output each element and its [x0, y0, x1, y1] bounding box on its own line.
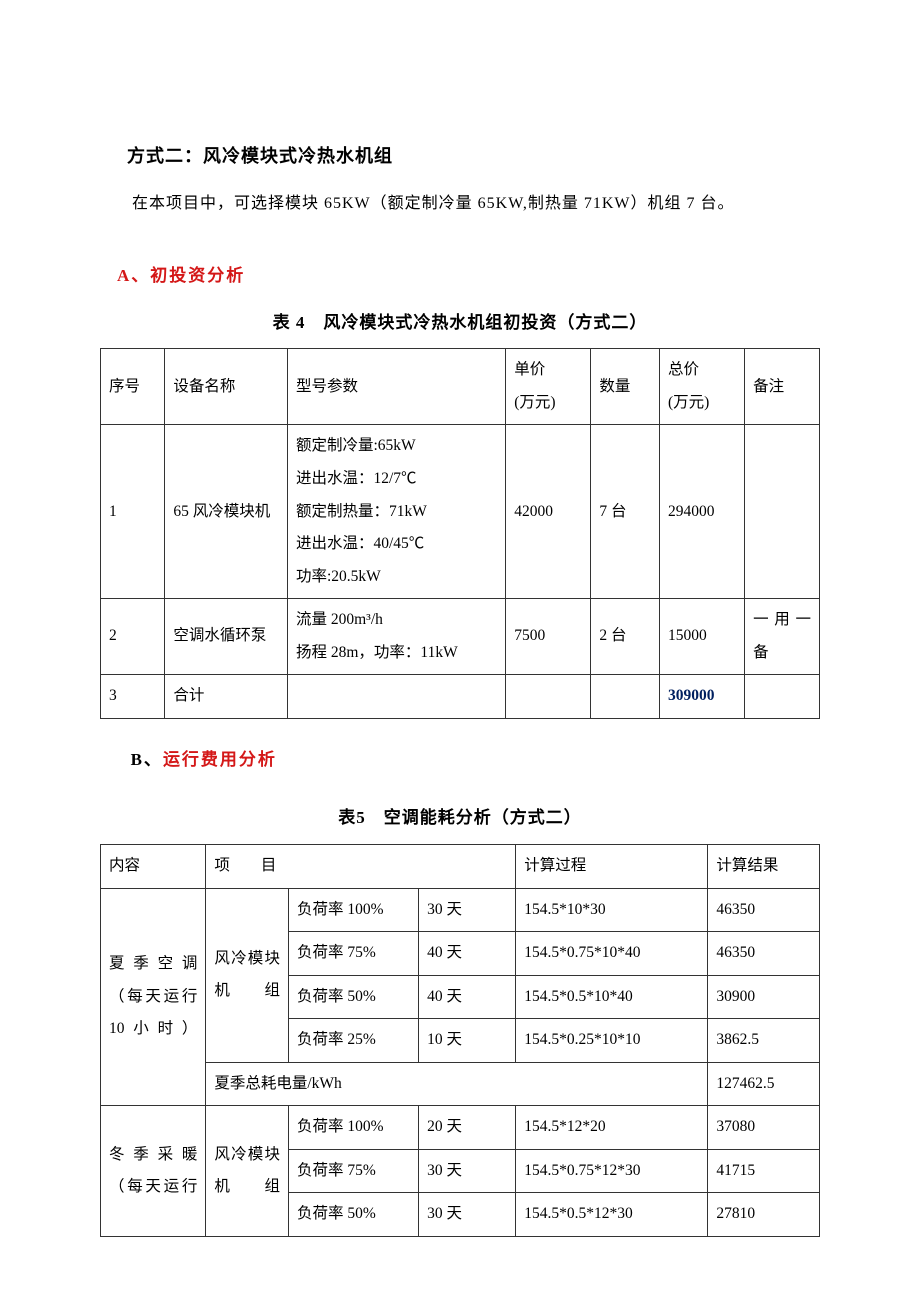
- section-a-text: 初投资分析: [150, 266, 245, 285]
- table-row: 1 65 风冷模块机 额定制冷量:65kW 进出水温：12/7℃ 额定制热量：7…: [101, 425, 820, 599]
- cell-days: 20 天: [419, 1106, 516, 1150]
- cell-process: 154.5*12*20: [516, 1106, 708, 1150]
- intro-paragraph: 在本项目中，可选择模块 65KW（额定制冷量 65KW,制热量 71KW）机组 …: [100, 190, 820, 219]
- cell-result: 3862.5: [708, 1019, 820, 1063]
- cell-days: 30 天: [419, 888, 516, 932]
- summer-label: 夏季空调（每天运行 10小时）: [101, 888, 206, 1106]
- cell-days: 10 天: [419, 1019, 516, 1063]
- cell-days: 40 天: [419, 975, 516, 1019]
- cell-days: 30 天: [419, 1149, 516, 1193]
- cell-process: 154.5*0.5*10*40: [516, 975, 708, 1019]
- cell-result: 41715: [708, 1149, 820, 1193]
- table5-h-item: 项 目: [206, 845, 516, 889]
- table4: 序号 设备名称 型号参数 单价 (万元) 数量 总价 (万元) 备注 1 65 …: [100, 348, 820, 718]
- cell-result: 30900: [708, 975, 820, 1019]
- cell-total: 294000: [659, 425, 744, 599]
- cell-load: 负荷率 75%: [289, 1149, 419, 1193]
- cell-load: 负荷率 25%: [289, 1019, 419, 1063]
- table4-h-name: 设备名称: [165, 349, 288, 425]
- table-row: 夏季总耗电量/kWh 127462.5: [101, 1062, 820, 1106]
- cell-name: 合计: [165, 675, 288, 719]
- cell-total: 15000: [659, 599, 744, 675]
- cell-model: 额定制冷量:65kW 进出水温：12/7℃ 额定制热量：71kW 进出水温：40…: [288, 425, 506, 599]
- section-a-letter: A、: [117, 266, 150, 285]
- table4-h-total: 总价 (万元): [659, 349, 744, 425]
- cell-load: 负荷率 100%: [289, 1106, 419, 1150]
- winter-label: 冬季采暖（每天运行: [101, 1106, 206, 1237]
- cell-price: [506, 675, 591, 719]
- cell-load: 负荷率 50%: [289, 975, 419, 1019]
- cell-result: 27810: [708, 1193, 820, 1237]
- cell-process: 154.5*0.75*12*30: [516, 1149, 708, 1193]
- cell-name: 65 风冷模块机: [165, 425, 288, 599]
- cell-total: 309000: [659, 675, 744, 719]
- cell-load: 负荷率 50%: [289, 1193, 419, 1237]
- table-row: 3 合计 309000: [101, 675, 820, 719]
- summer-equip: 风冷模块机组: [206, 888, 289, 1062]
- cell-seq: 1: [101, 425, 165, 599]
- cell-model: 流量 200m³/h 扬程 28m，功率：11kW: [288, 599, 506, 675]
- table5-h-content: 内容: [101, 845, 206, 889]
- method-heading: 方式二：风冷模块式冷热水机组: [100, 140, 820, 172]
- cell-result: 37080: [708, 1106, 820, 1150]
- cell-result: 46350: [708, 932, 820, 976]
- cell-load: 负荷率 100%: [289, 888, 419, 932]
- table4-title: 表 4 风冷模块式冷热水机组初投资（方式二）: [100, 308, 820, 339]
- cell-load: 负荷率 75%: [289, 932, 419, 976]
- table4-h-seq: 序号: [101, 349, 165, 425]
- cell-process: 154.5*0.25*10*10: [516, 1019, 708, 1063]
- summer-total-label: 夏季总耗电量/kWh: [206, 1062, 708, 1106]
- cell-result: 46350: [708, 888, 820, 932]
- table5-header-row: 内容 项 目 计算过程 计算结果: [101, 845, 820, 889]
- table5-h-result: 计算结果: [708, 845, 820, 889]
- cell-price: 7500: [506, 599, 591, 675]
- cell-remark: 一用一备: [745, 599, 820, 675]
- cell-price: 42000: [506, 425, 591, 599]
- table-row: 2 空调水循环泵 流量 200m³/h 扬程 28m，功率：11kW 7500 …: [101, 599, 820, 675]
- cell-remark: [745, 675, 820, 719]
- cell-process: 154.5*0.5*12*30: [516, 1193, 708, 1237]
- cell-process: 154.5*0.75*10*40: [516, 932, 708, 976]
- cell-qty: [591, 675, 660, 719]
- table4-h-model: 型号参数: [288, 349, 506, 425]
- summer-total-value: 127462.5: [708, 1062, 820, 1106]
- table4-header-row: 序号 设备名称 型号参数 单价 (万元) 数量 总价 (万元) 备注: [101, 349, 820, 425]
- cell-qty: 7 台: [591, 425, 660, 599]
- table5-title: 表5 空调能耗分析（方式二）: [100, 803, 820, 834]
- cell-seq: 2: [101, 599, 165, 675]
- table-row: 冬季采暖（每天运行 风冷模块机组 负荷率 100% 20 天 154.5*12*…: [101, 1106, 820, 1150]
- table4-h-price: 单价 (万元): [506, 349, 591, 425]
- cell-model: [288, 675, 506, 719]
- table4-h-qty: 数量: [591, 349, 660, 425]
- section-b-label: B、运行费用分析: [100, 745, 820, 776]
- table5-h-process: 计算过程: [516, 845, 708, 889]
- section-a-label: A、初投资分析: [100, 261, 820, 292]
- cell-qty: 2 台: [591, 599, 660, 675]
- cell-name: 空调水循环泵: [165, 599, 288, 675]
- section-b-letter: B、: [131, 750, 163, 769]
- winter-equip: 风冷模块机组: [206, 1106, 289, 1237]
- table5: 内容 项 目 计算过程 计算结果 夏季空调（每天运行 10小时） 风冷模块机组 …: [100, 844, 820, 1237]
- section-b-text: 运行费用分析: [163, 750, 277, 769]
- cell-seq: 3: [101, 675, 165, 719]
- table-row: 夏季空调（每天运行 10小时） 风冷模块机组 负荷率 100% 30 天 154…: [101, 888, 820, 932]
- cell-days: 30 天: [419, 1193, 516, 1237]
- cell-process: 154.5*10*30: [516, 888, 708, 932]
- cell-days: 40 天: [419, 932, 516, 976]
- table4-h-remark: 备注: [745, 349, 820, 425]
- cell-remark: [745, 425, 820, 599]
